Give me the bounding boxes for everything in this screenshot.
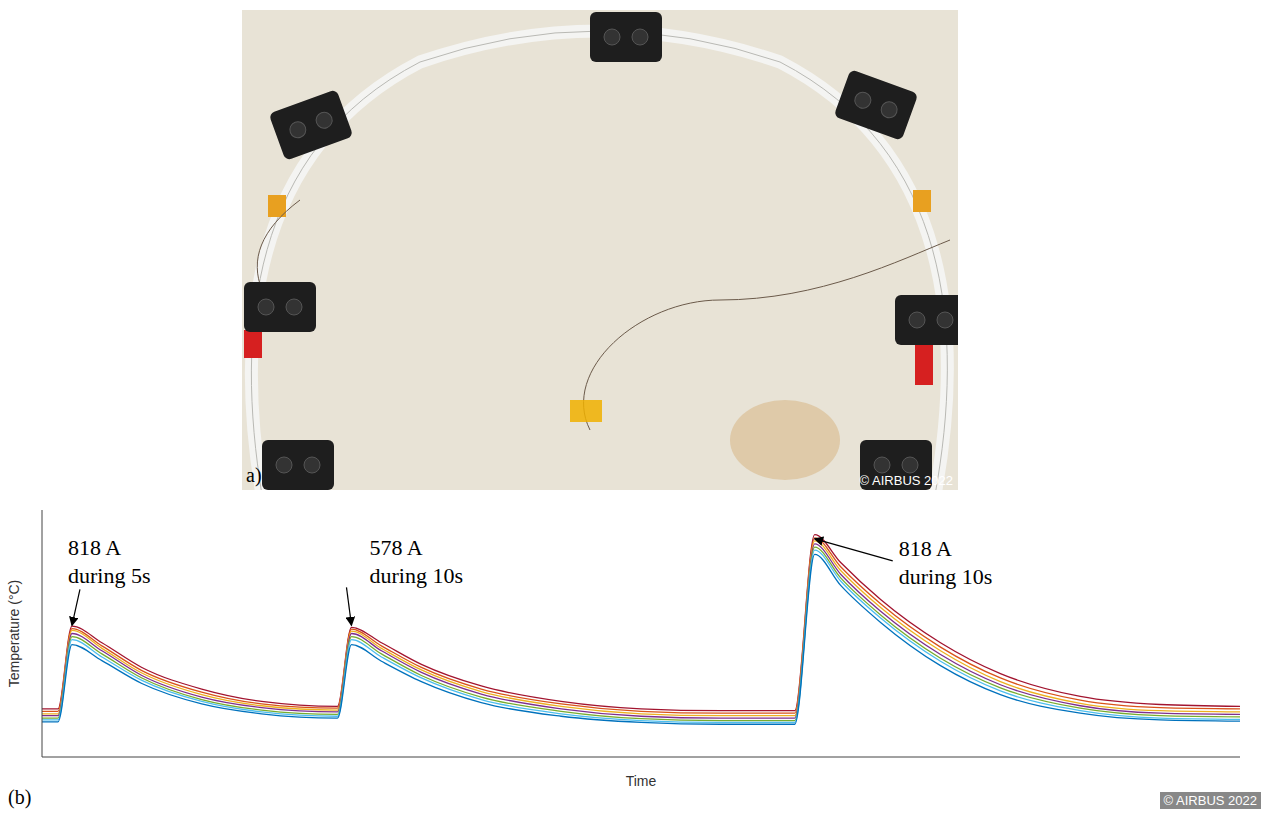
html-text:(b): (b) bbox=[8, 786, 32, 808]
svg-text:© AIRBUS 2022: © AIRBUS 2022 bbox=[860, 473, 953, 488]
svg-text:578 A: 578 A bbox=[369, 535, 422, 560]
svg-text:818 A: 818 A bbox=[899, 536, 952, 561]
svg-text:Time: Time bbox=[626, 773, 657, 789]
svg-text:during 10s: during 10s bbox=[369, 563, 463, 588]
svg-text:during 5s: during 5s bbox=[68, 563, 151, 588]
html-text:© AIRBUS 2022: © AIRBUS 2022 bbox=[1163, 793, 1257, 808]
svg-text:during 10s: during 10s bbox=[899, 564, 993, 589]
svg-text:a): a) bbox=[246, 464, 262, 487]
svg-text:Temperature (°C): Temperature (°C) bbox=[6, 580, 22, 688]
svg-text:818 A: 818 A bbox=[68, 535, 121, 560]
